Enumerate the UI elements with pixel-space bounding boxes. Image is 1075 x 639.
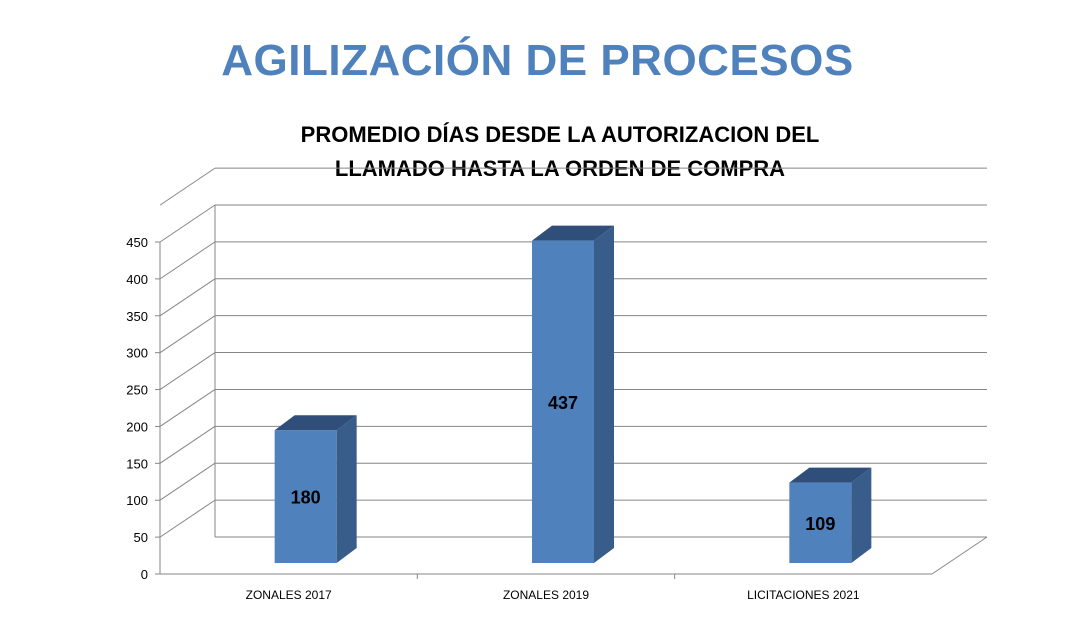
axes: 0 50 100 150 200 250 300 350 400 450 <box>126 205 988 582</box>
data-label: 180 <box>291 488 321 508</box>
bar-front <box>274 430 337 563</box>
side-gridline <box>159 352 216 390</box>
y-tick-label: 450 <box>126 235 148 250</box>
bar-side <box>851 467 872 563</box>
y-tick-label: 250 <box>126 383 148 398</box>
y-tick-label: 100 <box>126 493 148 508</box>
bar-3 <box>789 467 872 563</box>
side-gridline <box>159 278 216 317</box>
bar-top <box>789 467 872 483</box>
data-label: 437 <box>548 393 578 413</box>
x-tick-label: ZONALES 2019 <box>503 588 589 602</box>
side-gridline <box>159 425 216 464</box>
x-tick-label: ZONALES 2017 <box>246 588 332 602</box>
y-tick-label: 200 <box>126 419 148 434</box>
bar-front <box>789 482 852 563</box>
y-tick-label: 400 <box>126 272 148 287</box>
side-gridline <box>159 389 216 427</box>
bar-top <box>274 415 357 431</box>
side-gridline <box>159 241 216 280</box>
bars <box>274 225 872 563</box>
slide-title: AGILIZACIÓN DE PROCESOS <box>221 36 854 85</box>
y-tick-label: 300 <box>126 346 148 361</box>
y-tick-label: 150 <box>126 456 148 471</box>
bar-side <box>336 415 357 563</box>
side-gridline <box>159 315 216 354</box>
side-gridline <box>159 167 216 206</box>
bar-front <box>532 240 594 563</box>
labels: 180 ZONALES 2017 437 ZONALES 2019 109 LICITAC… <box>246 393 860 602</box>
chart-title-line-1: PROMEDIO DÍAS DESDE LA AUTORIZACION DEL <box>300 122 820 147</box>
y-tick-label: 50 <box>134 530 148 545</box>
bar-top <box>532 225 614 241</box>
side-gridline <box>159 462 216 501</box>
side-gridline <box>159 204 216 243</box>
floor-right-edge <box>931 536 988 575</box>
x-tick-label: LICITACIONES 2021 <box>747 588 860 602</box>
side-gridline <box>159 499 216 538</box>
y-tick-label: 350 <box>126 309 148 324</box>
y-tick-label: 0 <box>141 567 148 582</box>
bar-side <box>594 225 614 563</box>
bar-2 <box>532 225 614 563</box>
data-label: 109 <box>805 514 835 534</box>
bar-1 <box>274 415 357 563</box>
